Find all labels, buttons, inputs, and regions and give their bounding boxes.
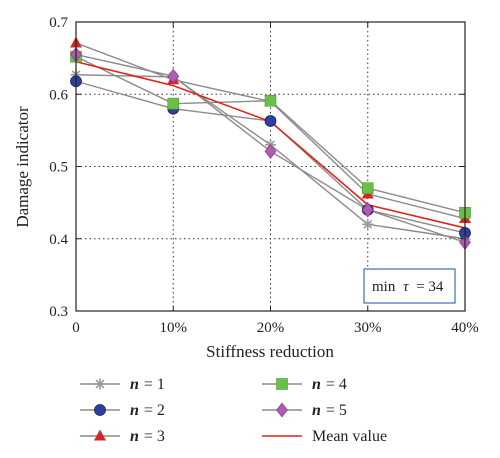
- axes: 0 10% 20% 30% 40% 0.3 0.4 0.5 0.6 0.7: [49, 15, 479, 336]
- y-tick-label: 0.7: [49, 15, 68, 31]
- legend-label-value: = 2: [144, 402, 165, 419]
- data-point-marker: [361, 182, 374, 194]
- legend-marker: [94, 378, 106, 390]
- data-point-marker: [264, 115, 277, 127]
- legend-label: n = 5: [312, 402, 347, 419]
- data-point-marker: [362, 218, 374, 230]
- x-tick-label: 20%: [257, 320, 285, 336]
- x-tick-label: 10%: [160, 320, 188, 336]
- legend-marker: [276, 378, 288, 390]
- data-point-marker: [264, 94, 277, 107]
- legend-label: n = 2: [130, 402, 165, 419]
- y-tick-label: 0.3: [49, 304, 68, 320]
- legend-label-variable: n: [312, 402, 321, 419]
- data-point-marker: [167, 97, 180, 110]
- x-tick-label: 0: [72, 320, 80, 336]
- legend-label-variable: n: [130, 402, 139, 419]
- data-point-marker: [361, 202, 374, 218]
- x-axis-title: Stiffness reduction: [206, 342, 334, 361]
- legend-marker: [276, 402, 288, 418]
- x-tick-label: 30%: [354, 320, 382, 336]
- legend-marker: [94, 404, 106, 416]
- legend-label: n = 3: [130, 428, 165, 445]
- legend-marker: [94, 429, 106, 441]
- annotation-symbol: τ: [403, 279, 409, 295]
- legend-label-value: = 5: [326, 402, 347, 419]
- data-point-marker: [167, 68, 180, 84]
- annotation-prefix: min: [372, 279, 396, 295]
- y-tick-label: 0.6: [49, 87, 68, 103]
- y-tick-label: 0.5: [49, 160, 68, 176]
- legend-label: n = 4: [312, 376, 347, 393]
- grid: [76, 22, 465, 311]
- y-axis-title: Damage indicator: [13, 106, 32, 228]
- x-tick-label: 40%: [451, 320, 479, 336]
- annotation-box: min τ = 34: [363, 268, 456, 304]
- legend-label-variable: n: [312, 376, 321, 393]
- legend-label-variable: n: [130, 376, 139, 393]
- legend: n = 1 n = 2 n = 3 n = 4 n = 5 Mean value: [80, 376, 387, 445]
- legend-label-value: = 1: [144, 376, 165, 393]
- legend-label-value: = 4: [326, 376, 347, 393]
- svg-text:min τ = 34: min τ = 34: [372, 279, 444, 295]
- y-tick-label: 0.4: [49, 232, 68, 248]
- annotation-value: = 34: [416, 279, 444, 295]
- legend-label: n = 1: [130, 376, 165, 393]
- legend-label-variable: n: [130, 428, 139, 445]
- legend-label: Mean value: [312, 428, 387, 445]
- legend-label-value: = 3: [144, 428, 165, 445]
- data-point-marker: [264, 143, 277, 159]
